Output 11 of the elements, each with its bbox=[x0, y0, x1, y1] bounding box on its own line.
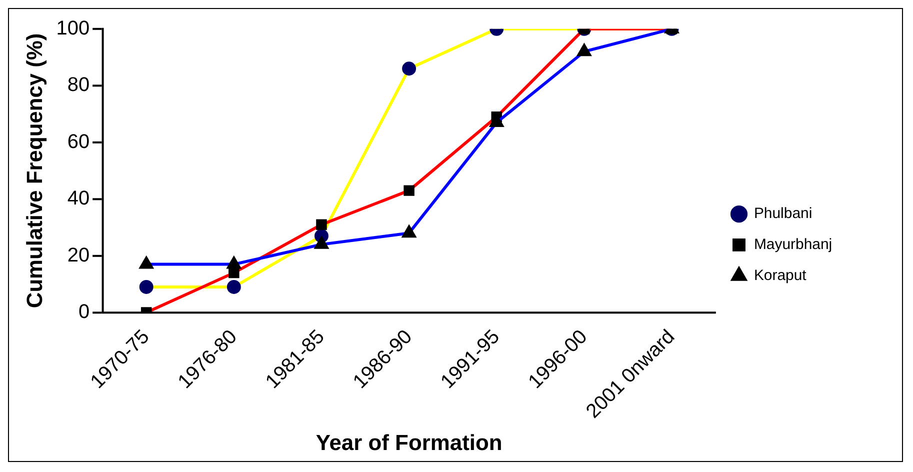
y-tick-label: 0 bbox=[78, 301, 90, 323]
y-tick-label: 100 bbox=[56, 17, 90, 40]
legend-label: Phulbani bbox=[754, 205, 812, 222]
y-tick-label: 40 bbox=[67, 188, 90, 210]
y-tick-label: 60 bbox=[67, 130, 90, 153]
y-axis-title: Cumulative Frequency (%) bbox=[22, 33, 48, 308]
x-axis-title: Year of Formation bbox=[316, 430, 502, 455]
legend-label: Mayurbhanj bbox=[754, 236, 832, 254]
y-tick-label: 20 bbox=[67, 244, 90, 266]
legend-label: Koraput bbox=[754, 266, 808, 284]
y-tick-label: 80 bbox=[67, 74, 90, 96]
